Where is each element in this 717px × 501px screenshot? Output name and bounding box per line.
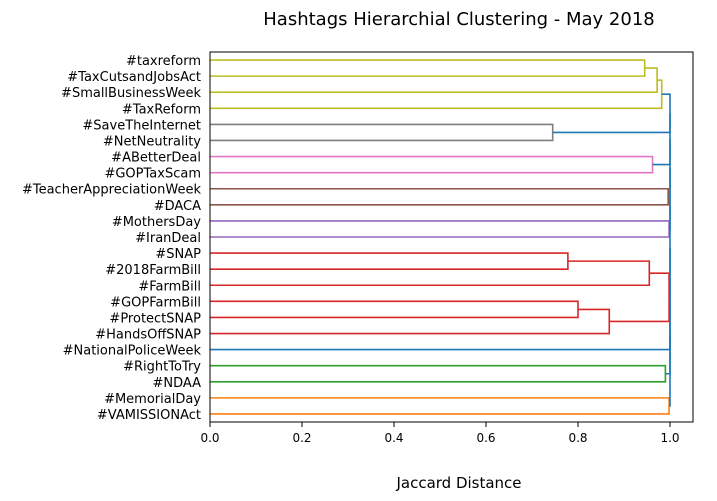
x-tick-label: 0.0 bbox=[200, 431, 219, 445]
leaf-label: #DACA bbox=[154, 199, 201, 214]
leaf-label: #ABetterDeal bbox=[111, 151, 201, 166]
leaf-label: #RightToTry bbox=[123, 360, 201, 375]
leaf-label: #HandsOffSNAP bbox=[95, 328, 201, 343]
dendrogram-link bbox=[210, 155, 654, 174]
dendrogram-links bbox=[210, 59, 671, 415]
leaf-label: #SNAP bbox=[155, 247, 201, 262]
leaf-label: #IranDeal bbox=[135, 231, 201, 246]
dendrogram-link bbox=[210, 300, 579, 319]
leaf-label: #MemorialDay bbox=[104, 392, 201, 407]
dendrogram-link bbox=[669, 336, 671, 407]
x-tick-label: 0.2 bbox=[292, 431, 311, 445]
dendrogram-link bbox=[210, 252, 569, 270]
plot-frame bbox=[209, 51, 694, 423]
dendrogram-link bbox=[210, 364, 667, 383]
dendrogram-link bbox=[210, 187, 669, 206]
chart-title: Hashtags Hierarchial Clustering - May 20… bbox=[263, 9, 654, 30]
dendrogram-link bbox=[210, 220, 670, 238]
leaf-label: #TaxCutsandJobsAct bbox=[67, 70, 201, 85]
leaf-label: #SaveTheInternet bbox=[82, 118, 201, 133]
x-tick-label: 0.8 bbox=[568, 431, 587, 445]
dendrogram-link bbox=[652, 113, 671, 166]
dendrogram-link bbox=[552, 93, 671, 134]
dendrogram-link bbox=[210, 59, 646, 77]
dendrogram-link bbox=[210, 79, 663, 110]
x-tick-label: 0.4 bbox=[384, 431, 403, 445]
leaf-label: #MothersDay bbox=[112, 215, 201, 230]
x-tick-label: 1.0 bbox=[660, 431, 679, 445]
leaf-label: #taxreform bbox=[126, 54, 201, 69]
leaf-label: #SmallBusinessWeek bbox=[61, 86, 201, 101]
leaf-labels: #taxreform#TaxCutsandJobsAct#SmallBusine… bbox=[22, 54, 201, 423]
leaf-label: #TaxReform bbox=[122, 102, 201, 117]
dendrogram-link bbox=[210, 123, 554, 142]
x-axis-ticks: 0.0 0.2 0.4 0.6 0.8 1.0 bbox=[200, 422, 680, 445]
leaf-label: #TeacherAppreciationWeek bbox=[22, 183, 201, 198]
dendrogram-link bbox=[210, 397, 670, 415]
dendrogram-link bbox=[210, 247, 671, 351]
dendrogram-link bbox=[210, 260, 651, 287]
leaf-label: #ProtectSNAP bbox=[109, 311, 201, 326]
leaf-label: #NetNeutrality bbox=[103, 134, 201, 149]
leaf-label: #2018FarmBill bbox=[105, 263, 201, 278]
leaf-label: #GOPTaxScam bbox=[104, 167, 201, 182]
x-tick-label: 0.6 bbox=[476, 431, 495, 445]
leaf-label: #FarmBill bbox=[138, 279, 201, 294]
dendrogram-link bbox=[210, 308, 611, 335]
leaf-label: #NationalPoliceWeek bbox=[63, 344, 202, 359]
leaf-label: #VAMISSIONAct bbox=[97, 408, 201, 423]
leaf-label: #NDAA bbox=[152, 376, 201, 391]
dendrogram-link bbox=[210, 67, 658, 94]
leaf-label: #GOPFarmBill bbox=[110, 295, 201, 310]
x-axis-label: Jaccard Distance bbox=[395, 474, 521, 492]
dendrogram-link bbox=[609, 272, 670, 323]
